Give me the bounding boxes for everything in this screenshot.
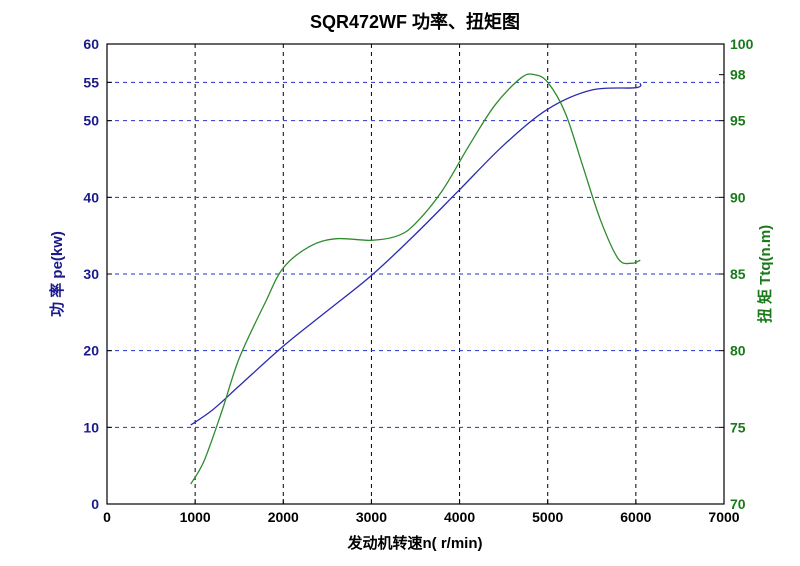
chart-title: SQR472WF 功率、扭矩图 (310, 11, 520, 32)
y-left-tick-label: 60 (83, 36, 99, 52)
y-right-tick-label: 85 (730, 266, 746, 282)
y-left-tick-label: 10 (83, 419, 99, 435)
y-right-tick-label: 90 (730, 189, 746, 205)
tick-labels: 0 1000 2000 3000 4000 5000 6000 7000 0 10 20 30 40 50… (83, 36, 753, 525)
series-group (190, 73, 642, 485)
y-right-tick-label: 80 (730, 343, 746, 359)
torque-line (190, 73, 641, 485)
x-tick-label: 1000 (180, 509, 211, 525)
x-tick-label: 4000 (444, 509, 475, 525)
y-left-tick-label: 55 (83, 74, 99, 90)
y-left-tick-label: 50 (83, 113, 99, 129)
plot-frame (106, 43, 725, 505)
x-tick-label: 3000 (356, 509, 387, 525)
y-left-tick-label: 30 (83, 266, 99, 282)
x-tick-label: 5000 (532, 509, 563, 525)
y-right-tick-label: 95 (730, 113, 746, 129)
x-tick-label: 7000 (708, 509, 739, 525)
x-axis-label: 发动机转速n( r/min) (347, 534, 483, 552)
y-right-tick-label: 75 (730, 419, 746, 435)
y-axis-right-label: 扭 矩 Ttq(n.m) (756, 225, 774, 323)
y-axis-left-label: 功 率 pe(kw) (48, 231, 66, 317)
power-line (190, 82, 642, 426)
y-left-tick-label: 20 (83, 343, 99, 359)
y-right-tick-label: 98 (730, 67, 746, 83)
grid-lines (107, 44, 724, 504)
x-tick-label: 0 (103, 509, 111, 525)
y-left-tick-label: 0 (91, 496, 99, 512)
y-right-tick-label: 100 (730, 36, 754, 52)
x-tick-label: 6000 (620, 509, 651, 525)
x-tick-label: 2000 (268, 509, 299, 525)
y-right-tick-label: 70 (730, 496, 746, 512)
y-left-tick-label: 40 (83, 189, 99, 205)
